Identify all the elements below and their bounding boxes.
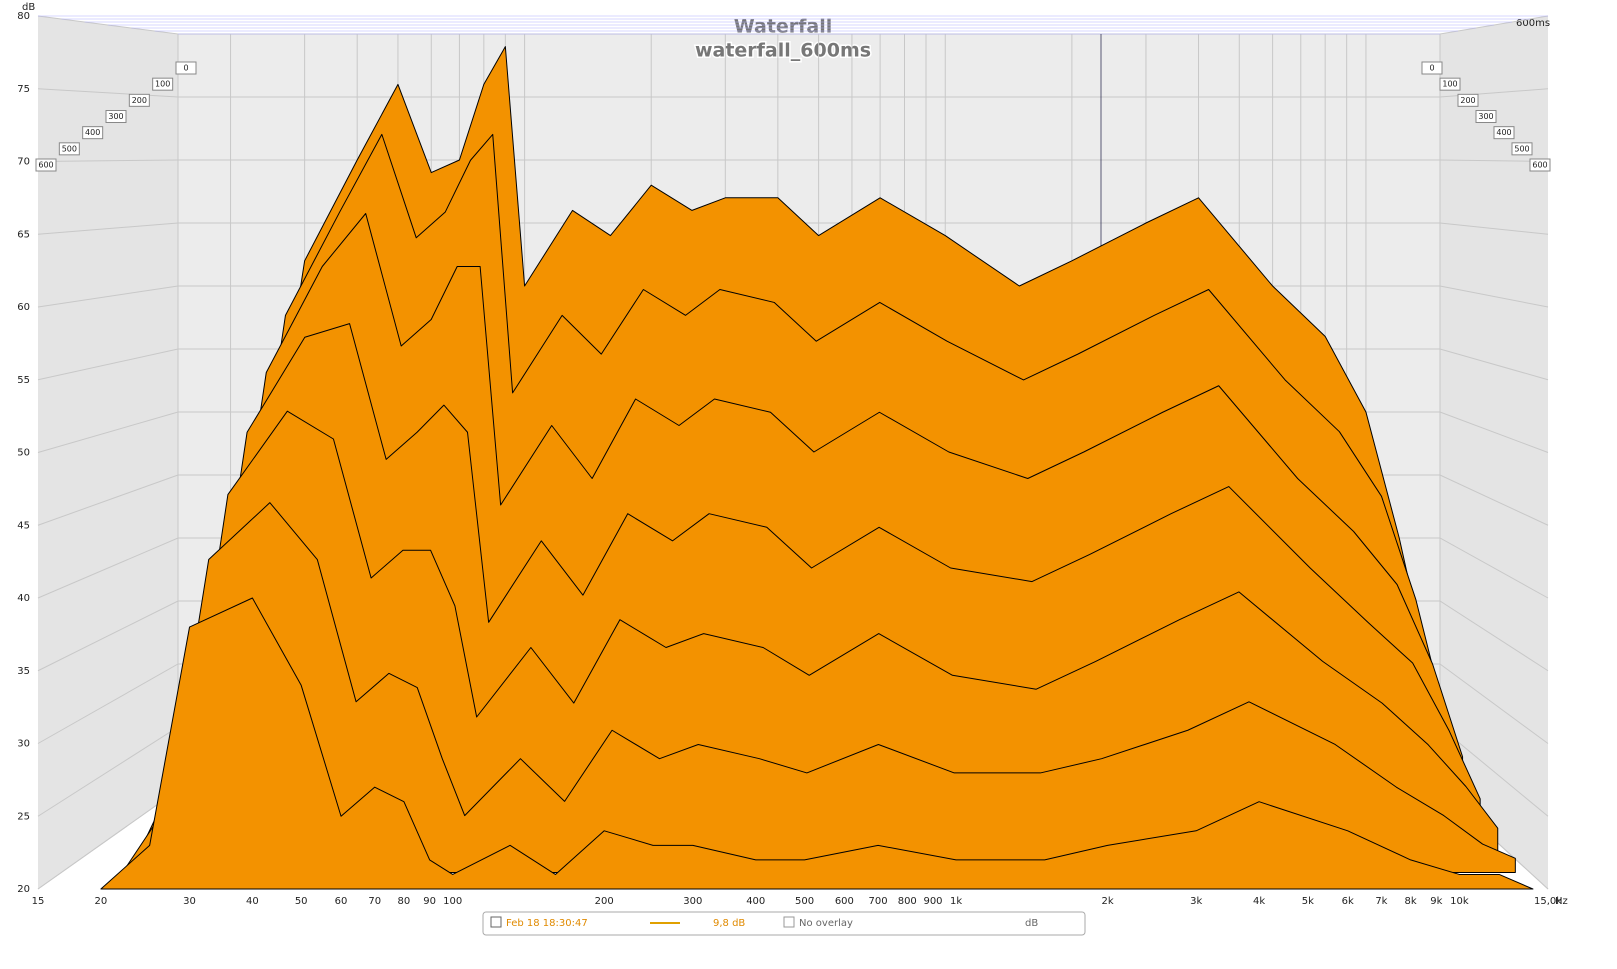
time-tick-label: 400	[1496, 128, 1511, 137]
time-tick-box	[1529, 158, 1551, 172]
waterfall-slice	[100, 597, 1534, 890]
x-tick-label: 70	[368, 896, 381, 907]
x-tick-label: 15,0k	[1534, 896, 1562, 907]
x-tick-label: 100	[443, 896, 462, 907]
y-tick-label: 55	[17, 375, 30, 386]
time-tick-label: 0	[1429, 64, 1434, 73]
time-tick-box	[82, 126, 104, 140]
legend-level: 9,8 dB	[713, 918, 745, 929]
x-tick-label: 700	[869, 896, 888, 907]
legend: Feb 18 18:30:47 9,8 dB No overlay dB	[482, 911, 1086, 936]
y-tick-label: 45	[17, 520, 30, 531]
time-tick-label: 100	[155, 80, 170, 89]
x-tick-label: 8k	[1405, 896, 1417, 907]
x-tick-label: 50	[295, 896, 308, 907]
y-tick-label: 30	[17, 739, 30, 750]
x-tick-label: 2k	[1101, 896, 1113, 907]
grid-line	[37, 222, 1549, 235]
x-tick-label: 600	[835, 896, 854, 907]
waterfall-slice	[121, 502, 1516, 873]
time-tick-box	[1457, 93, 1479, 107]
x-tick-label: 800	[898, 896, 917, 907]
y-tick-label: 60	[17, 302, 30, 313]
y-tick-label: 25	[17, 811, 30, 822]
y-unit: dB	[22, 2, 35, 13]
x-tick-label: 3k	[1190, 896, 1202, 907]
time-tick-label: 500	[1514, 144, 1529, 153]
x-tick-label: 60	[335, 896, 348, 907]
x-tick-label: 30	[183, 896, 196, 907]
x-tick-label: 15	[32, 896, 45, 907]
y-tick-label: 70	[17, 157, 30, 168]
x-tick-label: 10k	[1450, 896, 1469, 907]
x-tick-label: 1k	[950, 896, 962, 907]
y-tick-label: 80	[17, 11, 30, 22]
legend-unit: dB	[1025, 918, 1038, 929]
time-tick-label: 200	[1460, 96, 1475, 105]
grid-line	[37, 159, 1549, 162]
time-tick-box	[175, 61, 197, 75]
x-tick-label: 300	[683, 896, 702, 907]
y-tick-label: 65	[17, 229, 30, 240]
x-tick-label: 5k	[1302, 896, 1314, 907]
time-label: 600ms	[1516, 18, 1550, 29]
chart-subtitle: waterfall_600ms	[695, 40, 871, 62]
legend-date: Feb 18 18:30:47	[506, 918, 588, 929]
x-tick-label: 200	[595, 896, 614, 907]
checkbox[interactable]	[490, 916, 502, 928]
time-tick-label: 500	[62, 144, 77, 153]
time-tick-box	[58, 142, 80, 156]
time-tick-box	[1493, 126, 1515, 140]
time-tick-box	[1475, 110, 1497, 123]
x-tick-label: 400	[746, 896, 765, 907]
chart-title: Waterfall	[734, 16, 833, 38]
time-tick-box	[1421, 61, 1443, 75]
y-tick-label: 20	[17, 884, 30, 895]
time-tick-label: 0	[183, 64, 188, 73]
y-tick-label: 40	[17, 593, 30, 604]
x-tick-label: 90	[423, 896, 436, 907]
x-tick-label: 40	[246, 896, 259, 907]
time-tick-label: 300	[1478, 112, 1493, 121]
x-tick-label: 20	[95, 896, 108, 907]
time-tick-label: 600	[38, 161, 53, 170]
x-tick-label: 9k	[1430, 896, 1442, 907]
time-tick-box	[128, 93, 150, 107]
time-tick-box	[1511, 142, 1533, 156]
x-unit: Hz	[1555, 896, 1568, 907]
time-tick-label: 600	[1532, 161, 1547, 170]
checkbox[interactable]	[783, 916, 795, 928]
grid-line	[37, 88, 1549, 98]
y-tick-label: 35	[17, 666, 30, 677]
y-tick-label: 50	[17, 448, 30, 459]
x-tick-label: 4k	[1253, 896, 1265, 907]
time-tick-label: 100	[1442, 80, 1457, 89]
legend-overlay: No overlay	[799, 918, 853, 929]
x-tick-label: 900	[923, 896, 942, 907]
time-tick-box	[35, 158, 57, 172]
x-tick-label: 6k	[1342, 896, 1354, 907]
time-tick-label: 400	[85, 128, 100, 137]
x-tick-label: 7k	[1375, 896, 1387, 907]
time-tick-box	[1439, 77, 1461, 91]
time-tick-label: 300	[108, 112, 123, 121]
x-tick-label: 500	[795, 896, 814, 907]
x-tick-label: 80	[398, 896, 411, 907]
time-tick-box	[152, 77, 174, 91]
time-tick-box	[105, 110, 127, 123]
y-tick-label: 75	[17, 84, 30, 95]
time-tick-label: 200	[132, 96, 147, 105]
